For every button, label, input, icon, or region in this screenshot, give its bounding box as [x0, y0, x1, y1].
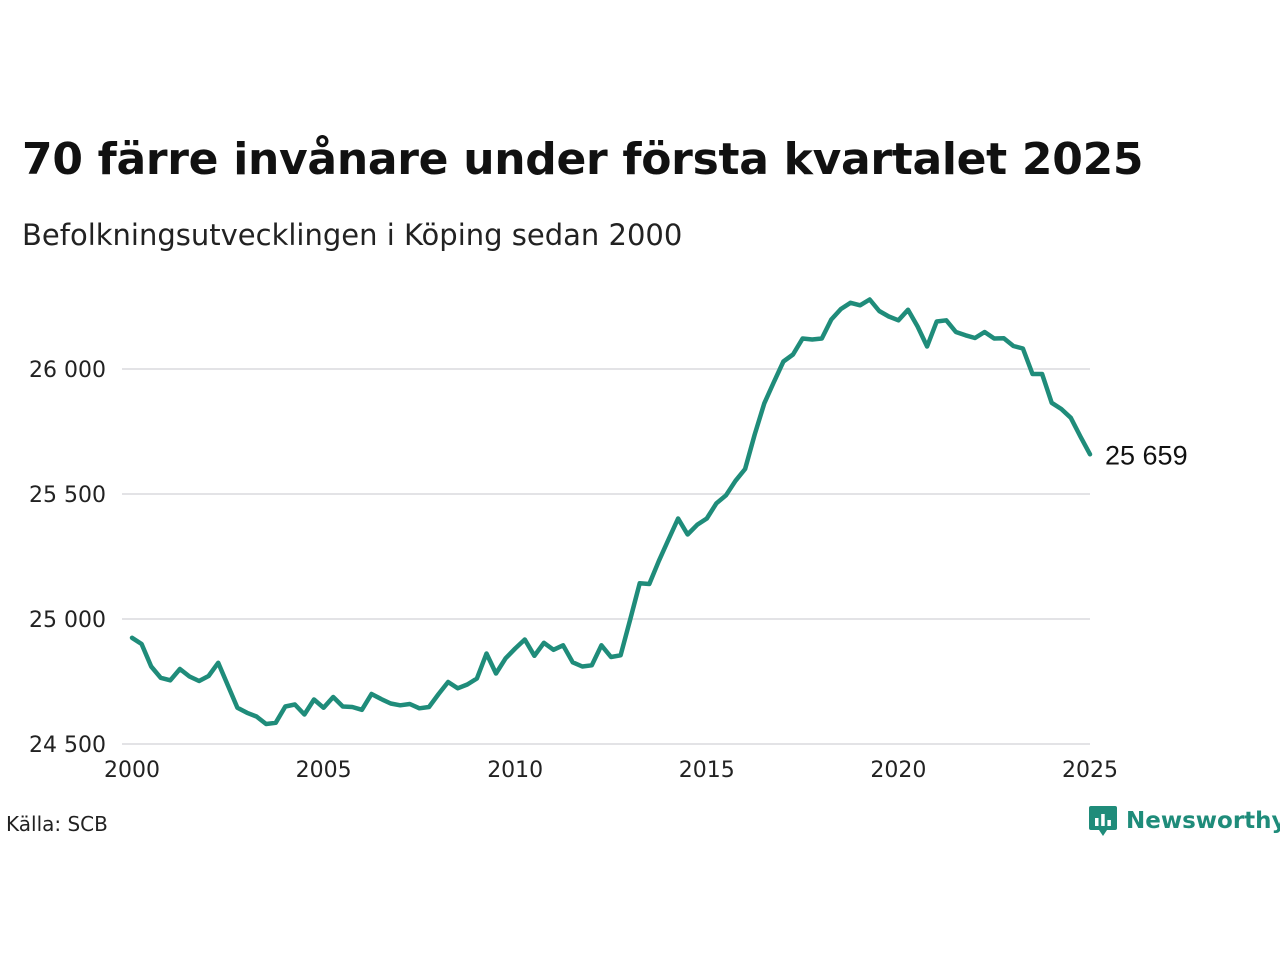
chart-subtitle: Befolkningsutvecklingen i Köping sedan 2…	[22, 218, 683, 252]
grid-lines	[122, 368, 1090, 745]
y-tick-label: 26 000	[29, 358, 106, 383]
x-axis-ticks: 2000 2005 2010 2015 2020 2025	[104, 758, 1118, 783]
x-tick-label: 2000	[104, 758, 160, 783]
x-tick-label: 2015	[679, 758, 735, 783]
end-value-label: 25 659	[1105, 440, 1188, 470]
y-tick-label: 24 500	[29, 733, 106, 758]
series-line	[129, 297, 1093, 727]
x-tick-label: 2005	[296, 758, 352, 783]
source-note: Källa: SCB	[6, 812, 108, 836]
line-chart: 24 500 25 000 25 500 26 000 2000 2005 2010 201…	[29, 297, 1188, 783]
brand-name: Newsworthy	[1126, 808, 1280, 834]
y-tick-label: 25 500	[29, 483, 106, 508]
chart-title: 70 färre invånare under första kvartalet…	[22, 134, 1144, 185]
newsworthy-logo-icon	[1089, 806, 1117, 836]
y-tick-label: 25 000	[29, 608, 106, 633]
x-tick-label: 2020	[870, 758, 926, 783]
x-tick-label: 2025	[1062, 758, 1118, 783]
brand-logo: Newsworthy	[1088, 804, 1280, 838]
y-axis-ticks: 24 500 25 000 25 500 26 000	[29, 358, 106, 758]
x-tick-label: 2010	[487, 758, 543, 783]
